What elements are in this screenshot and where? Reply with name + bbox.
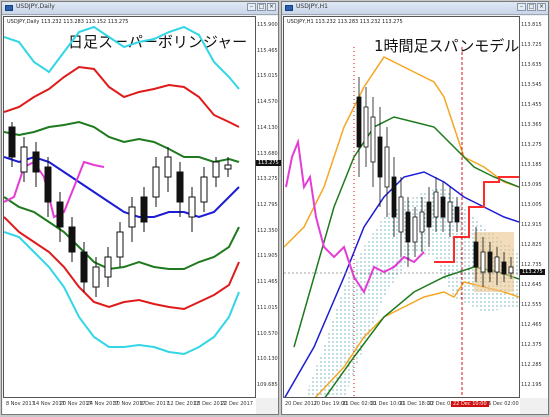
red-span-line [434,176,519,263]
daily-plot-area[interactable]: USDJPY,Daily 113.232 113.283 113.152 113… [3,16,256,398]
daily-price-tag: 113.275 [256,160,281,166]
hourly-y-tick-label: 113.005 [521,202,542,208]
daily-y-tick-label: 110.570 [257,330,278,337]
daily-y-tick-label: 111.905 [257,253,278,260]
chart-icon [5,5,13,11]
close-button[interactable]: × [537,3,546,11]
daily-y-tick-label: 115.900 [257,22,278,28]
daily-candles [8,122,232,297]
daily-y-tick-label: 114.130 [257,124,278,131]
hourly-y-tick-label: 112.735 [521,262,542,268]
hourly-y-tick-label: 113.275 [521,142,542,148]
daily-y-tick-label: 109.685 [257,382,278,388]
bollinger-minus1-line [4,196,240,271]
minimize-button[interactable]: – [517,3,526,11]
hourly-y-tick-label: 113.455 [521,102,542,108]
hourly-y-tick-label: 112.465 [521,322,542,328]
hourly-overlay-title: 1時間足スパンモデル [374,37,520,55]
hourly-window-title: USDJPY,H1 [296,3,328,10]
hourly-y-tick-label: 113.725 [521,42,542,48]
daily-y-tick-label: 115.465 [257,47,278,54]
daily-y-tick-label: 111.015 [257,304,278,311]
hourly-x-tick-label: 21 Dec 18:00 [399,401,433,407]
daily-window-title: USDJPY,Daily [16,3,55,10]
hourly-x-tick-label: 20 Dec 19:00 [313,401,348,407]
hourly-y-tick-label: 112.375 [521,342,542,348]
hourly-y-tick-label: 113.545 [521,82,542,88]
hourly-x-tick-label: 20 Dec 2017 [285,401,317,407]
hourly-x-axis: 20 Dec 2017 20 Dec 19:00 21 Dec 02:00 21 De… [283,398,520,414]
chikou-span-line [285,138,425,295]
hourly-price-tag: 113.275 [520,269,545,275]
daily-y-tick-label: 112.795 [257,202,278,208]
daily-x-tick-label: 22 Dec 2017 [221,401,253,407]
chart-icon [285,5,293,11]
daily-x-tick-label: 12 Dec 2017 [167,401,200,407]
hourly-window-titlebar[interactable]: USDJPY,H1 – □ × [282,2,548,15]
daily-x-tick-label: 30 Nov 2017 [113,401,146,407]
bollinger-minus3-line [4,231,240,356]
hourly-chart-svg [284,47,519,397]
hourly-x-tick-label: 21 Dec 02:00 [342,401,376,407]
hourly-y-tick-label: 112.915 [521,222,542,228]
daily-x-tick-label: 14 Nov 2017 [32,401,65,407]
maximize-button[interactable]: □ [527,3,536,11]
bollinger-plus1-line [4,120,240,164]
hourly-y-tick-label: 112.645 [521,282,542,288]
daily-y-tick-label: 115.015 [257,73,278,80]
daily-chart-window[interactable]: USDJPY,Daily – □ × USDJPY,Daily 113.232 … [1,1,281,415]
chikou-span-line [4,160,105,219]
daily-x-axis: 8 Nov 2017 14 Nov 2017 20 Nov 2017 24 Nov 2… [3,398,256,414]
daily-y-tick-label: 113.680 [257,150,278,157]
maximize-button[interactable]: □ [257,3,266,11]
hourly-x-tick-label: 22 Dec 02:00 [427,401,462,407]
tan-region [474,232,514,292]
hourly-y-tick-label: 113.095 [521,182,542,188]
hourly-y-tick-label: 113.185 [521,162,542,168]
hourly-y-axis: 113.815 113.725 113.635 113.545 113.455 113.3… [520,16,548,398]
close-button[interactable]: × [267,3,276,11]
daily-x-tick-label: 24 Nov 2017 [86,401,119,407]
bollinger-plus3-line [4,25,240,90]
minimize-button[interactable]: – [247,3,256,11]
daily-symbol-line: USDJPY,Daily 113.232 113.283 113.152 113… [7,19,129,25]
daily-overlay-title: 日足スーパーボリンジャー [68,33,248,51]
hourly-plot-area[interactable]: USDJPY,H1 113.232 113.283 113.232 113.27… [283,16,520,398]
daily-y-tick-label: 112.350 [257,227,278,234]
span-cloud [304,187,519,397]
bollinger-plus2-line [4,65,240,128]
daily-y-tick-label: 110.130 [257,356,278,363]
hourly-y-tick-label: 112.825 [521,242,542,248]
daily-chart-svg [4,25,240,356]
blue-span-line [284,171,519,397]
hourly-y-tick-label: 113.365 [521,122,542,128]
daily-x-tick-label: 20 Nov 2017 [59,401,92,407]
hourly-chart-window[interactable]: USDJPY,H1 – □ × USDJPY,H1 113.232 113.28… [281,1,549,415]
orange-upper-band [284,56,519,248]
daily-y-tick-label: 114.570 [257,99,278,106]
bollinger-mid-line [4,155,240,219]
green-upper-line [293,116,519,348]
daily-window-titlebar[interactable]: USDJPY,Daily – □ × [2,2,278,15]
daily-x-tick-label: 8 Nov 2017 [6,401,35,407]
hourly-symbol-line: USDJPY,H1 113.232 113.283 113.232 113.27… [287,19,403,25]
bollinger-minus2-line [4,216,240,311]
hourly-y-tick-label: 113.635 [521,62,542,68]
daily-x-tick-label: 18 Dec 2017 [194,401,227,407]
daily-y-tick-label: 111.465 [257,279,278,286]
hourly-y-tick-label: 112.285 [521,362,542,368]
daily-y-axis: 115.900 115.465 115.015 114.570 114.130 113.6… [256,16,281,398]
hourly-y-tick-label: 112.555 [521,302,542,308]
hourly-x-tick-label: 21 Dec 10:00 [370,401,405,407]
hourly-y-tick-label: 113.815 [521,22,542,28]
hourly-candles [356,77,514,287]
hourly-x-tick-label: 25 Dec 02:00 [485,401,519,407]
daily-y-tick-label: 113.275 [257,176,278,183]
hourly-y-tick-label: 112.195 [521,382,542,388]
hourly-time-tag: 22 Dec 10:00 [451,401,489,407]
daily-x-tick-label: 6 Dec 2017 [140,401,170,407]
